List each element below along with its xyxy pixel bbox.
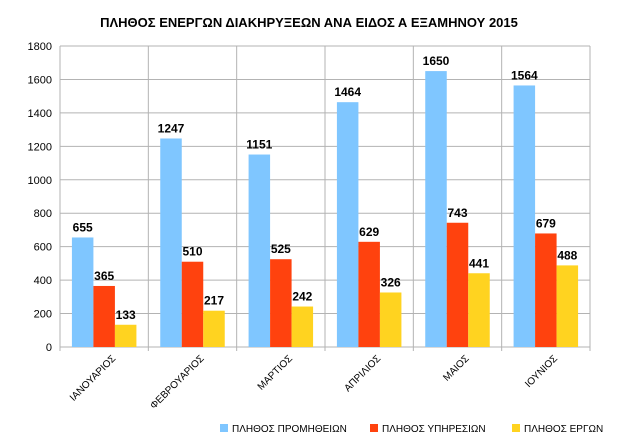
category-label-1: ΦΕΒΡΟΥΑΡΙΟΣ	[148, 353, 206, 411]
y-tick-label-0: 0	[46, 342, 52, 354]
y-tick-label-6: 1200	[28, 141, 52, 153]
bar-2-2	[291, 306, 314, 347]
data-label-0-3: 1464	[334, 85, 361, 99]
y-tick-label-2: 400	[34, 275, 52, 287]
legend-label-0: ΠΛΗΘΟΣ ΠΡΟΜΗΘΕΙΩΝ	[232, 424, 347, 435]
category-label-0: ΙΑΝΟΥΑΡΙΟΣ	[68, 353, 118, 403]
bar-0-3	[336, 102, 359, 347]
data-label-0-0: 655	[73, 220, 93, 234]
bar-2-0	[114, 324, 137, 347]
data-label-1-2: 525	[271, 242, 291, 256]
bar-0-0	[71, 237, 94, 347]
legend-swatch-1	[370, 424, 378, 432]
data-label-2-3: 326	[381, 275, 401, 289]
bar-0-2	[248, 154, 271, 347]
bar-0-1	[160, 138, 182, 347]
bar-2-3	[379, 292, 402, 347]
data-label-1-3: 629	[359, 225, 379, 239]
category-label-3: ΑΠΡΙΛΙΟΣ	[342, 353, 383, 394]
bar-1-0	[93, 285, 115, 347]
data-label-1-0: 365	[94, 269, 114, 283]
bar-0-5	[513, 85, 536, 347]
data-label-1-1: 510	[182, 245, 202, 259]
y-tick-label-8: 1600	[28, 74, 52, 86]
data-label-0-4: 1650	[423, 54, 450, 68]
data-label-0-5: 1564	[511, 68, 538, 82]
bar-0-4	[425, 71, 447, 347]
bar-1-4	[446, 222, 469, 347]
chart-title: ΠΛΗΘΟΣ ΕΝΕΡΓΩΝ ΔΙΑΚΗΡΥΞΕΩΝ ΑΝΑ ΕΙΔΟΣ Α Ε…	[100, 15, 518, 30]
data-label-1-5: 679	[536, 216, 556, 230]
bar-1-2	[270, 259, 292, 347]
y-tick-label-5: 1000	[28, 175, 52, 187]
data-label-0-1: 1247	[158, 121, 185, 135]
legend-swatch-2	[512, 424, 520, 432]
category-label-4: ΜΑΙΟΣ	[441, 353, 471, 383]
legend-label-1: ΠΛΗΘΟΣ ΥΠΗΡΕΣΙΩΝ	[382, 424, 486, 435]
y-tick-label-7: 1400	[28, 108, 52, 120]
data-label-2-4: 441	[469, 256, 489, 270]
bar-2-4	[468, 273, 490, 347]
data-label-2-2: 242	[292, 290, 312, 304]
bar-2-1	[203, 310, 225, 347]
data-label-2-5: 488	[557, 248, 577, 262]
legend-label-2: ΠΛΗΘΟΣ ΕΡΓΩΝ	[524, 424, 603, 435]
y-tick-label-3: 600	[34, 242, 52, 254]
category-label-5: ΙΟΥΝΙΟΣ	[523, 353, 560, 390]
data-label-2-0: 133	[116, 308, 136, 322]
bar-1-3	[358, 241, 380, 347]
y-tick-label-4: 800	[34, 208, 52, 220]
category-label-2: ΜΑΡΤΙΟΣ	[256, 353, 295, 392]
legend-swatch-0	[220, 424, 228, 432]
bar-2-5	[556, 265, 579, 347]
y-tick-label-1: 200	[34, 309, 52, 321]
data-label-0-2: 1151	[246, 138, 272, 152]
data-label-1-4: 743	[447, 206, 467, 220]
bar-1-1	[181, 261, 204, 347]
y-tick-label-9: 1800	[28, 41, 52, 53]
data-label-2-1: 217	[204, 294, 224, 308]
bar-1-5	[535, 233, 557, 347]
